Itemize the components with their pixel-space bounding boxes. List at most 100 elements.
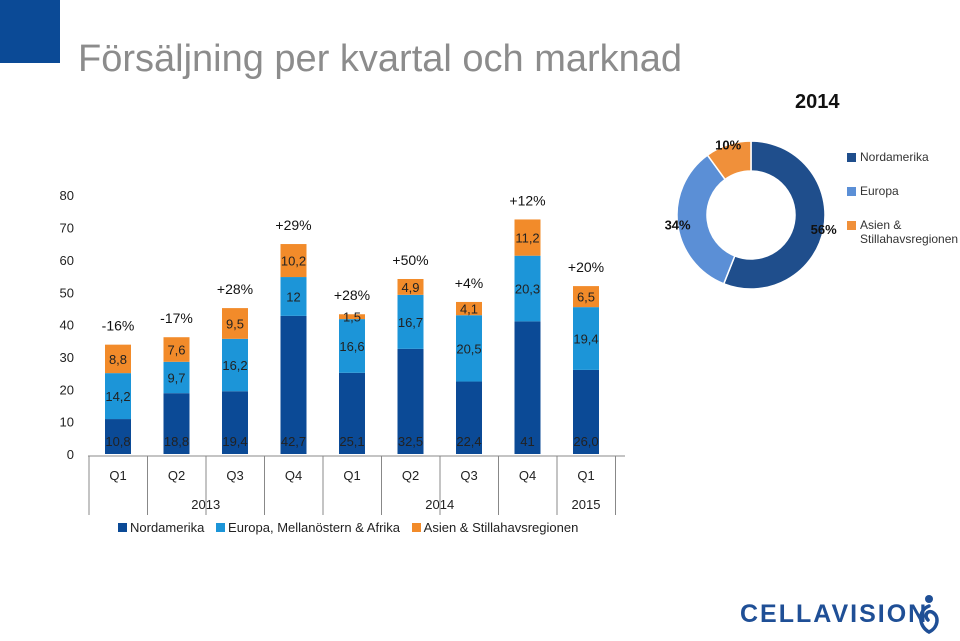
y-tick-label: 60 (60, 253, 74, 268)
donut-legend-item-europa: Europa (847, 184, 960, 198)
bar-value-label: 16,6 (339, 339, 364, 354)
bar-value-label: 4,9 (401, 280, 419, 295)
donut-slice-asien (706, 140, 752, 181)
x-tick-label: Q4 (519, 468, 536, 483)
bar-segment-nordamerika (105, 419, 131, 454)
bar-segment-nordamerika (456, 381, 482, 454)
bar-segment-asien (280, 244, 307, 278)
bar-value-label: 12 (286, 289, 300, 304)
bar-value-label: 7,6 (167, 343, 185, 358)
bar-segment-nordamerika (573, 369, 599, 454)
donut-legend-item-asien: Asien & Stillahavsregionen (847, 218, 960, 246)
bar-value-label: 41 (520, 434, 534, 449)
growth-label: +28% (334, 287, 370, 303)
logo-wordmark: CELLAVISION (740, 600, 929, 628)
bar-value-label: 20,5 (456, 341, 481, 356)
legend-swatch (847, 153, 856, 162)
bar-value-label: 1,5 (343, 310, 361, 325)
bar-value-label: 22,4 (456, 434, 481, 449)
legend-swatch (118, 523, 127, 532)
bar-value-label: 9,7 (167, 370, 185, 385)
legend-label: Nordamerika (860, 150, 929, 164)
page-title: Försäljning per kvartal och marknad (78, 38, 683, 80)
donut-year-label: 2014 (795, 91, 840, 113)
legend-label: Asien & Stillahavsregionen (860, 218, 959, 246)
bar-segment-europa (105, 373, 131, 420)
bar-value-label: 42,7 (281, 434, 306, 449)
legend-swatch (411, 523, 421, 532)
bar-segment-nordamerika (514, 321, 541, 454)
x-tick-label: Q4 (285, 468, 302, 483)
bar-segment-europa (573, 307, 599, 370)
x-tick-label: Q3 (460, 468, 477, 483)
legend-swatch (847, 187, 856, 196)
legend-swatch (847, 221, 856, 230)
bar-legend: Nordamerika Europa, Mellanöstern & Afrik… (118, 520, 586, 535)
bar-segment-nordamerika (163, 393, 190, 454)
bar-segment-asien (222, 308, 248, 339)
y-tick-label: 30 (60, 350, 74, 365)
donut-slice-nordamerika (722, 140, 826, 290)
bar-value-label: 6,5 (577, 290, 595, 305)
bar-segment-asien (514, 219, 541, 256)
donut-legend: Nordamerika Europa Asien & Stillahavsreg… (847, 150, 960, 266)
logo-swirl-icon (919, 595, 939, 634)
y-tick-label: 50 (60, 285, 74, 300)
bar-legend-item-asien: Asien & Stillahavsregionen (411, 520, 578, 535)
growth-label: +4% (455, 275, 483, 291)
bar-value-label: 26,0 (573, 434, 598, 449)
donut-legend-item-nordamerika: Nordamerika (847, 150, 960, 164)
bar-segment-europa (456, 315, 482, 382)
bar-value-label: 9,5 (226, 316, 244, 331)
bar-segment-europa (222, 338, 248, 392)
bar-segment-asien (163, 337, 190, 362)
bar-value-label: 20,3 (515, 282, 540, 297)
bar-segment-nordamerika (222, 391, 248, 454)
bar-value-label: 14,2 (105, 389, 130, 404)
y-tick-label: 40 (60, 318, 74, 333)
y-tick-label: 70 (60, 221, 74, 236)
bar-segment-nordamerika (339, 372, 365, 454)
donut-slice-label: 10% (715, 138, 741, 153)
x-year-label: 2013 (191, 497, 220, 512)
growth-label: +12% (509, 192, 545, 208)
bar-segment-europa (163, 361, 190, 394)
x-tick-label: Q1 (109, 468, 126, 483)
growth-label: -16% (102, 318, 135, 334)
bar-value-label: 19,4 (573, 332, 598, 347)
bar-value-label: 25,1 (339, 434, 364, 449)
bar-value-label: 16,7 (398, 315, 423, 330)
bar-segment-asien (105, 344, 131, 374)
bar-value-label: 16,2 (222, 358, 247, 373)
bar-value-label: 4,1 (460, 302, 478, 317)
bar-legend-item-nordamerika: Nordamerika (118, 520, 204, 535)
bar-segment-nordamerika (397, 348, 424, 454)
bar-segment-asien (456, 301, 482, 316)
bar-value-label: 11,2 (515, 231, 539, 246)
x-tick-label: Q2 (168, 468, 185, 483)
bar-segment-europa (514, 255, 541, 322)
company-logo: CELLAVISION (740, 592, 950, 634)
y-tick-label: 80 (60, 188, 74, 203)
bar-value-label: 32,5 (398, 434, 423, 449)
bar-segment-asien (573, 286, 599, 308)
growth-label: +29% (275, 217, 311, 233)
bar-segment-nordamerika (280, 315, 307, 454)
x-year-label: 2015 (572, 497, 601, 512)
legend-label: Nordamerika (130, 520, 205, 535)
growth-label: -17% (160, 310, 193, 326)
bar-segment-europa (280, 277, 307, 316)
bar-legend-item-europa: Europa, Mellanöstern & Afrika (216, 520, 400, 535)
bar-value-label: 8,8 (109, 352, 127, 367)
donut-slice-label: 56% (811, 222, 837, 237)
donut-slice-europa (676, 154, 736, 285)
legend-swatch (216, 523, 226, 532)
bar-value-label: 19,4 (222, 434, 247, 449)
x-tick-label: Q3 (226, 468, 243, 483)
growth-label: +28% (217, 281, 253, 297)
x-tick-label: Q1 (343, 468, 360, 483)
donut-slice-label: 34% (665, 217, 691, 232)
legend-label: Europa, Mellanöstern & Afrika (228, 520, 401, 535)
